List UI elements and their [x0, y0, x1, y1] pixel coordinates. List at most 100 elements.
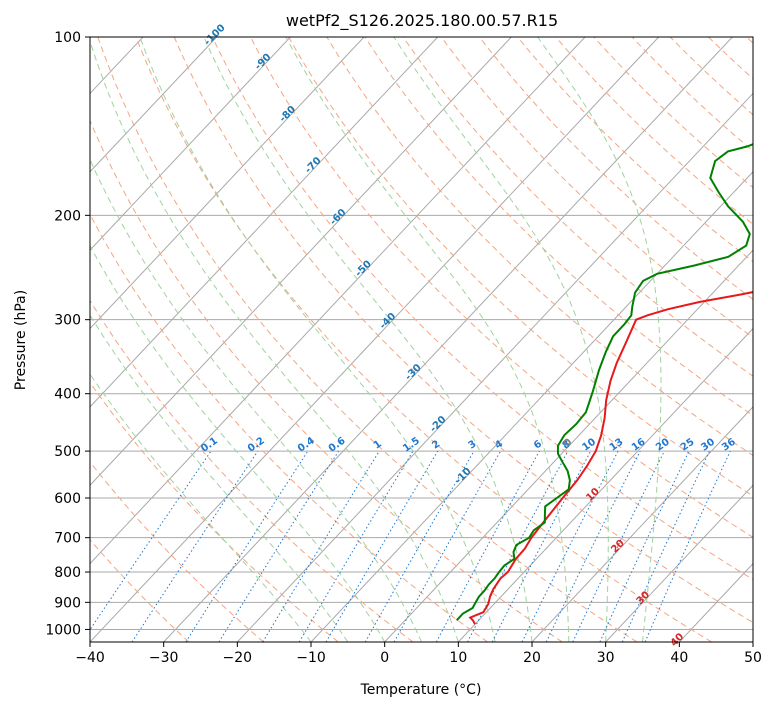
dry-adiabat-line [669, 37, 753, 116]
dry-adiabat-label: 30 [635, 589, 653, 607]
dry-adiabat-line [173, 37, 753, 624]
chart-title: wetPf2_S126.2025.180.00.57.R15 [286, 11, 558, 31]
moist-adiabat-line [90, 314, 349, 642]
x-tick-label: 50 [744, 650, 762, 666]
x-tick-label: 40 [670, 650, 688, 666]
mixing-ratio-line [393, 450, 502, 642]
moist-adiabat-line [90, 39, 459, 642]
moist-adiabat-line [203, 37, 533, 642]
temperature-line [468, 291, 753, 625]
x-tick-label: −40 [75, 650, 105, 666]
mixing-ratio-line [325, 450, 439, 642]
moist-adiabat-line [139, 37, 496, 642]
moist-adiabat-line [90, 373, 312, 642]
dry-adiabat-label: -20 [428, 414, 449, 435]
isotherm-line [90, 37, 365, 330]
dry-adiabat-line [90, 461, 264, 642]
chart-grid [0, 37, 753, 642]
mixing-ratio-line [621, 450, 711, 642]
moist-adiabat-line [90, 158, 422, 642]
mixing-ratio-line [644, 450, 731, 642]
mixing-ratio-line [90, 450, 212, 631]
mixing-ratio-label: 1 [372, 439, 384, 452]
dry-adiabat-label: -70 [303, 155, 324, 176]
dry-adiabat-line [135, 37, 712, 642]
x-tick-label: 20 [523, 650, 541, 666]
dry-adiabat-label: -40 [378, 311, 399, 332]
plot-frame [89, 36, 754, 643]
mixing-ratio-label: 0.6 [327, 435, 348, 454]
moist-adiabat-line [537, 37, 662, 642]
y-tick-label: 100 [54, 30, 81, 46]
dry-adiabat-label: 10 [584, 486, 602, 504]
isotherm-line [457, 327, 753, 642]
y-tick-label: 700 [54, 531, 81, 547]
y-tick-label: 600 [54, 491, 81, 507]
x-tick-label: −30 [149, 650, 179, 666]
dry-adiabat-line [211, 37, 753, 581]
y-tick-label: 800 [54, 565, 81, 581]
dry-adiabat-label: -60 [328, 207, 349, 228]
isotherm-line [605, 484, 753, 642]
x-tick-label: 10 [449, 650, 467, 666]
isotherm-line [90, 37, 439, 408]
isotherm-line [678, 562, 753, 642]
x-tick-label: 0 [380, 650, 389, 666]
y-tick-label: 900 [54, 595, 81, 611]
mixing-ratio-label: 0.1 [199, 435, 220, 454]
isotherm-line [752, 641, 753, 642]
dry-adiabat-label: -100 [202, 22, 228, 48]
chart-axes: −40 −30 −20 −10 0 10 20 30 40 5010020030040050060… [45, 30, 762, 666]
dry-adiabat-line [517, 37, 753, 263]
dry-adiabat-line [90, 213, 488, 642]
dewpoint-line [455, 143, 753, 621]
mixing-ratio-label: 2 [430, 439, 442, 452]
mixing-ratio-label: 0.4 [296, 435, 317, 454]
isotherm-line [236, 92, 753, 642]
mixing-ratio-line [262, 450, 380, 642]
isotherm-line [90, 37, 660, 642]
x-axis-label: Temperature (°C) [360, 682, 482, 698]
y-tick-label: 400 [54, 387, 81, 403]
dry-adiabat-label: 40 [669, 631, 687, 649]
isotherm-line [90, 37, 512, 486]
x-tick-label: −20 [223, 650, 253, 666]
dry-adiabat-label: -80 [278, 104, 299, 125]
mixing-ratio-line [218, 450, 340, 642]
isotherm-line [384, 249, 753, 642]
moist-adiabat-line [285, 37, 570, 642]
dry-adiabat-label: -50 [353, 259, 374, 280]
dry-adiabat-line [746, 37, 753, 44]
moist-adiabat-line [393, 37, 609, 642]
isotherm-line [90, 37, 586, 565]
dry-adiabat-line [90, 119, 563, 642]
y-axis-label: Pressure (hPa) [13, 290, 29, 390]
y-tick-label: 1000 [45, 622, 81, 638]
y-tick-label: 500 [54, 444, 81, 460]
chart-series-group [455, 143, 753, 625]
x-tick-label: 30 [597, 650, 615, 666]
dry-adiabat-line [288, 37, 753, 497]
dry-adiabat-line [326, 37, 753, 457]
mixing-ratio-line [185, 450, 309, 642]
isotherm-line [310, 171, 753, 642]
isotherm-line [90, 37, 218, 173]
mixing-ratio-line [545, 450, 641, 642]
x-tick-label: −10 [296, 650, 326, 666]
dry-adiabat-line [90, 299, 414, 642]
isotherm-line [531, 406, 753, 642]
dry-adiabat-line [250, 37, 753, 538]
y-tick-label: 300 [54, 313, 81, 329]
dry-adiabat-line [708, 37, 753, 80]
y-tick-label: 200 [54, 208, 81, 224]
dry-adiabat-line [631, 37, 753, 152]
dry-adiabat-line [90, 538, 190, 642]
mixing-ratio-line [131, 450, 259, 642]
mixing-ratio-line [435, 450, 540, 642]
dry-adiabat-label: -30 [403, 362, 424, 383]
mixing-ratio-label: 3 [467, 439, 479, 452]
dry-adiabat-line [402, 37, 753, 377]
mixing-ratio-label: 6 [532, 439, 544, 452]
isotherm-line [0, 37, 69, 642]
